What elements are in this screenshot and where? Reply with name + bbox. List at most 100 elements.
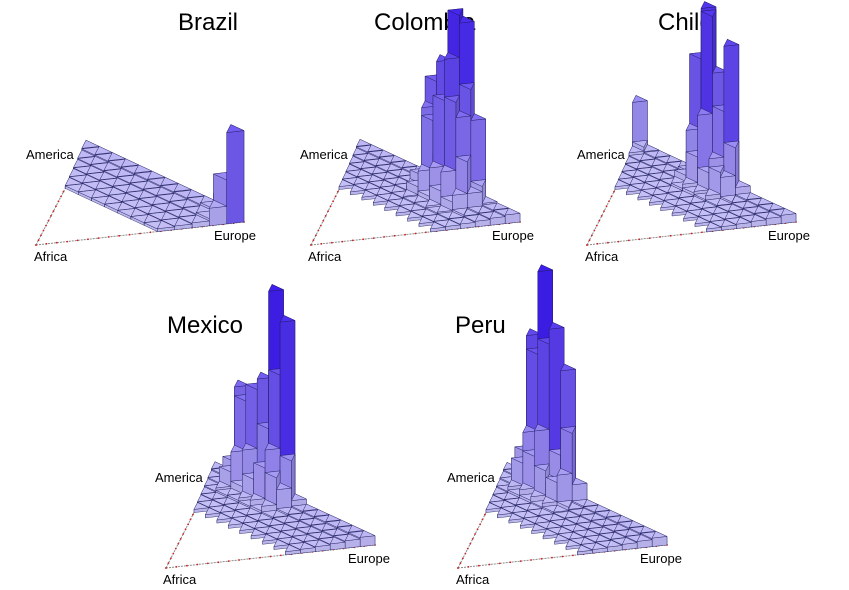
axis-tick bbox=[648, 237, 651, 240]
bar-top bbox=[302, 503, 319, 512]
bar-top bbox=[719, 194, 736, 203]
axis-tick bbox=[701, 231, 703, 234]
bar bbox=[372, 195, 389, 206]
bar-plot bbox=[165, 284, 376, 569]
bar-top bbox=[207, 470, 224, 478]
bar-top bbox=[625, 528, 642, 537]
bar-top bbox=[138, 190, 158, 199]
bar bbox=[592, 542, 609, 554]
bar bbox=[227, 517, 244, 529]
bar bbox=[384, 200, 401, 211]
bar-top bbox=[640, 153, 657, 161]
bar-top bbox=[580, 537, 597, 545]
bar bbox=[721, 219, 738, 231]
bar-top bbox=[706, 221, 723, 230]
bar-top bbox=[445, 219, 462, 227]
africa-label: Africa bbox=[163, 572, 197, 587]
bar-top bbox=[602, 518, 619, 526]
bar-top bbox=[407, 211, 424, 219]
axis-tick bbox=[97, 237, 100, 240]
bar-top bbox=[662, 163, 679, 172]
bar bbox=[780, 207, 797, 224]
europe-label: Europe bbox=[214, 228, 256, 243]
bar bbox=[430, 221, 447, 233]
axis-tick bbox=[322, 219, 325, 222]
bar-top bbox=[526, 502, 543, 511]
africa-label: Africa bbox=[308, 249, 342, 264]
bar-top bbox=[82, 174, 101, 184]
bar-top bbox=[265, 526, 282, 534]
bar-top bbox=[750, 214, 767, 222]
bar-plot bbox=[310, 8, 521, 246]
bar-top bbox=[659, 172, 676, 180]
bar-top bbox=[234, 502, 251, 510]
bar-top bbox=[95, 180, 114, 190]
bar-top bbox=[708, 165, 725, 173]
bar bbox=[359, 530, 376, 547]
axis-tick bbox=[425, 231, 427, 234]
bar-top bbox=[493, 202, 510, 210]
bar-top bbox=[508, 513, 525, 521]
bar-top bbox=[277, 531, 294, 539]
bar-top bbox=[344, 533, 361, 542]
axis-tick bbox=[217, 561, 220, 564]
bar-top bbox=[429, 160, 446, 169]
bar bbox=[193, 502, 210, 513]
axis-tick bbox=[40, 234, 42, 237]
axis-tick bbox=[476, 528, 479, 531]
bar-top bbox=[120, 158, 140, 168]
axis-tick bbox=[47, 219, 50, 222]
bar-top bbox=[557, 526, 574, 534]
bar-top bbox=[754, 206, 771, 214]
bar-top bbox=[279, 453, 296, 462]
bar-top bbox=[636, 161, 653, 169]
bar-top bbox=[379, 179, 396, 188]
bar-top bbox=[576, 516, 593, 524]
bar-top bbox=[660, 200, 677, 209]
bar-top bbox=[591, 513, 608, 521]
bar-top bbox=[478, 205, 495, 214]
axis-tick bbox=[362, 238, 365, 241]
axis-tick bbox=[206, 562, 209, 565]
america-label: America bbox=[300, 147, 348, 162]
bar-top bbox=[182, 199, 202, 208]
bar-top bbox=[693, 184, 710, 192]
axis-tick bbox=[341, 240, 344, 243]
axis-tick bbox=[329, 205, 332, 208]
axis-tick bbox=[186, 564, 188, 567]
bar-top bbox=[470, 113, 487, 121]
bar-top bbox=[523, 510, 540, 519]
axis-tick bbox=[196, 563, 199, 566]
bar-top bbox=[394, 177, 411, 185]
axis-tick bbox=[76, 239, 79, 242]
axis-tick bbox=[595, 224, 598, 227]
bar-top bbox=[594, 504, 611, 512]
bar-top bbox=[549, 513, 566, 521]
bar-top bbox=[470, 179, 487, 187]
america-label: America bbox=[26, 147, 74, 162]
bar-top bbox=[314, 509, 331, 517]
bar-top bbox=[242, 515, 259, 524]
bar-top bbox=[238, 490, 255, 499]
bar-top bbox=[663, 193, 680, 201]
bar-top bbox=[459, 15, 476, 24]
bar-top bbox=[197, 494, 214, 502]
axis-tick bbox=[603, 210, 605, 213]
axis-tick bbox=[469, 542, 472, 545]
bar-top bbox=[463, 208, 480, 217]
bar-top bbox=[735, 216, 752, 225]
bar-top bbox=[152, 196, 171, 205]
bar-top bbox=[637, 190, 654, 198]
bar bbox=[637, 189, 654, 201]
axis-tick bbox=[320, 242, 323, 245]
bar-top bbox=[579, 507, 596, 516]
bar-top bbox=[329, 536, 346, 545]
axis-tick bbox=[509, 561, 512, 564]
bar-top bbox=[648, 195, 665, 203]
bar bbox=[239, 523, 256, 534]
bar bbox=[208, 199, 228, 227]
bar-top bbox=[395, 205, 412, 214]
bar-top bbox=[606, 509, 623, 518]
axis-tick bbox=[588, 239, 591, 242]
bar-top bbox=[261, 499, 278, 507]
